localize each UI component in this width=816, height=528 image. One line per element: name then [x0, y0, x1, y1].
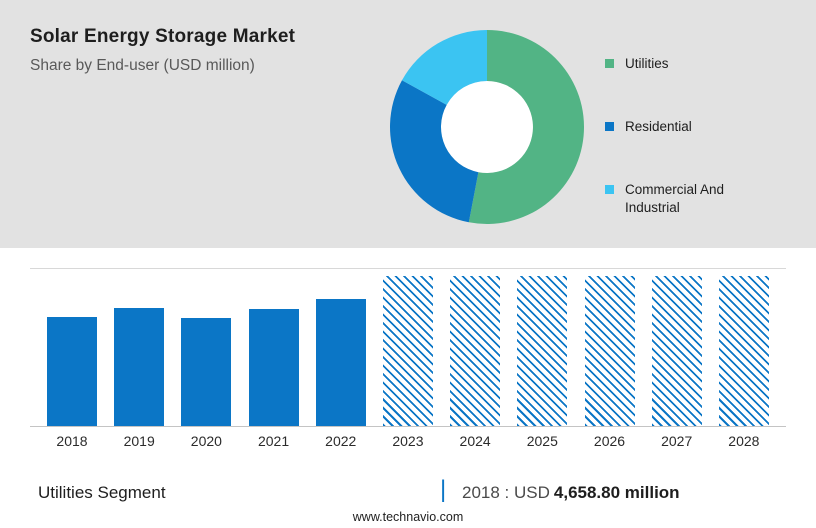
bar-2025: [517, 275, 568, 426]
legend-label-residential: Residential: [625, 119, 692, 134]
website-url: www.technavio.com: [352, 510, 464, 524]
x-tick-2026: 2026: [593, 433, 626, 449]
x-tick-2021: 2021: [257, 433, 290, 449]
donut-panel: Solar Energy Storage Market Share by End…: [0, 0, 816, 248]
x-tick-2023: 2023: [392, 433, 424, 449]
bar-2020: [181, 317, 232, 426]
header: Solar Energy Storage Market Share by End…: [30, 26, 295, 75]
legend-item-residential: Residential: [605, 118, 755, 136]
donut-hole: [441, 81, 533, 173]
legend: Utilities Residential Commercial And Ind…: [605, 55, 755, 217]
legend-label-utilities: Utilities: [625, 56, 669, 71]
bar-2027: [651, 275, 702, 426]
x-tick-2018: 2018: [56, 433, 88, 449]
legend-swatch-utilities: [605, 59, 614, 68]
legend-label-commercial-and-industrial: Commercial And Industrial: [625, 182, 725, 215]
x-tick-2028: 2028: [728, 433, 760, 449]
bar-series: [30, 269, 786, 426]
footer-divider: |: [440, 476, 447, 503]
page-title: Solar Energy Storage Market: [30, 26, 296, 47]
bar-2021: [248, 309, 299, 426]
legend-swatch-residential: [605, 122, 614, 131]
donut-segment-residential: [390, 80, 479, 223]
bar-2022: [315, 298, 366, 426]
segment-label: Utilities Segment: [38, 483, 166, 502]
page-subtitle: Share by End-user (USD million): [30, 57, 255, 74]
bar-2026: [584, 275, 635, 426]
value-prefix: 2018 : USD: [462, 483, 550, 502]
x-tick-2022: 2022: [325, 433, 357, 449]
bar-chart: [30, 268, 786, 427]
donut-segment-utilities: [468, 30, 585, 225]
bar-2018: [47, 316, 97, 426]
x-tick-2024: 2024: [459, 433, 491, 449]
bar-2028: [718, 275, 769, 426]
donut-segment-commercial-and-industrial: [402, 30, 487, 105]
bar-2024: [450, 275, 501, 426]
bar-2019: [114, 308, 165, 426]
x-tick-2019: 2019: [123, 433, 155, 449]
footer-value: 2018 : USD 4,658.80 million: [462, 483, 680, 503]
value-amount: 4,658.80 million: [553, 483, 680, 502]
legend-swatch-commercial-and-industrial: [605, 185, 614, 194]
x-tick-2025: 2025: [526, 433, 558, 449]
legend-item-commercial-and-industrial: Commercial And Industrial: [605, 181, 755, 217]
x-tick-2020: 2020: [190, 433, 222, 449]
legend-item-utilities: Utilities: [605, 55, 755, 73]
bar-2023: [382, 275, 433, 426]
x-axis-labels: 2018 2019 2020 2021 2022 2023 2024 2025 2026 2027…: [30, 433, 786, 449]
donut-chart: [390, 30, 585, 225]
x-tick-2027: 2027: [661, 433, 693, 449]
